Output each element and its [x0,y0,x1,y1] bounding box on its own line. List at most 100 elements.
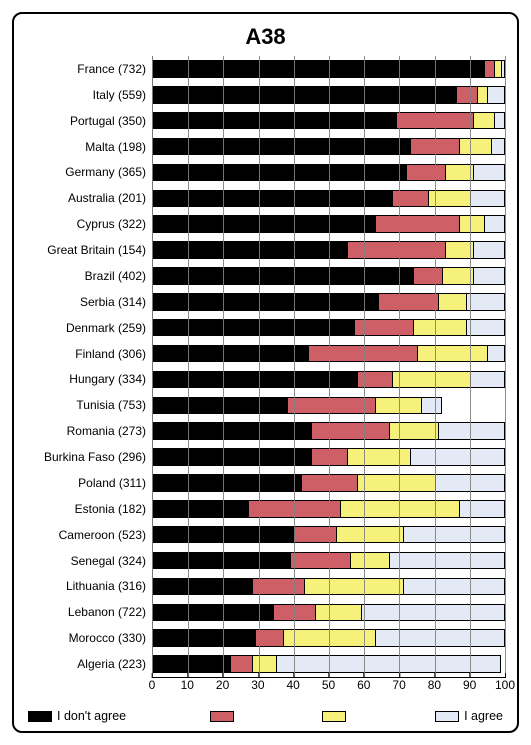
table-row: Poland (311) [26,470,505,496]
bar-segment [459,215,484,233]
bar-segment [153,552,290,570]
bar-segment [456,86,477,104]
row-label: Cyprus (322) [26,217,152,231]
chart-card: A38 France (732)Italy (559)Portugal (350… [12,12,519,733]
stacked-bar [153,345,505,363]
stacked-bar [153,655,505,673]
bar-segment [421,397,442,415]
bar-segment [308,345,417,363]
table-row: Malta (198) [26,134,505,160]
bar-segment [153,578,252,596]
bar-segment [153,371,357,389]
bar-segment [438,293,466,311]
row-label: Senegal (324) [26,554,152,568]
table-row: Lebanon (722) [26,599,505,625]
bar-area [152,392,505,418]
row-label: Tunisia (753) [26,398,152,412]
bar-segment [442,267,474,285]
bar-segment [413,267,441,285]
bar-segment [392,190,427,208]
legend: I don't agree I agree [26,705,505,723]
table-row: Portugal (350) [26,108,505,134]
axis-spacer [26,677,152,705]
bar-segment [473,267,505,285]
bar-segment [375,215,459,233]
stacked-bar [153,319,505,337]
bar-segment [459,138,491,156]
bar-segment [153,112,396,130]
legend-swatch [435,711,459,722]
bar-segment [350,552,389,570]
bar-segment [230,655,251,673]
bar-area [152,289,505,315]
bar-segment [255,629,283,647]
x-tick: 80 [428,678,441,692]
bar-segment [153,422,311,440]
bar-segment [389,422,438,440]
bar-segment [494,112,505,130]
chart-plot: France (732)Italy (559)Portugal (350)Mal… [26,56,505,723]
stacked-bar [153,629,505,647]
bar-segment [445,164,473,182]
bar-area [152,108,505,134]
stacked-bar [153,552,505,570]
row-label: Malta (198) [26,140,152,154]
table-row: Estonia (182) [26,496,505,522]
bar-area [152,82,505,108]
bar-segment [487,345,505,363]
bar-segment [459,500,505,518]
bar-segment [473,164,505,182]
stacked-bar [153,397,505,415]
x-tick: 0 [149,678,156,692]
legend-item [210,709,239,723]
table-row: Senegal (324) [26,548,505,574]
bar-segment [410,448,505,466]
legend-label: I don't agree [57,709,126,723]
table-row: Cameroon (523) [26,522,505,548]
x-ticks: 0102030405060708090100 [152,677,505,705]
bar-segment [466,319,505,337]
bar-segment [276,655,501,673]
bar-segment [494,60,501,78]
row-label: Burkina Faso (296) [26,450,152,464]
bar-segment [153,86,456,104]
bar-segment [487,86,505,104]
stacked-bar [153,241,505,259]
bar-segment [153,319,354,337]
bar-segment [470,190,505,208]
x-axis: 0102030405060708090100 [26,677,505,705]
row-label: Cameroon (523) [26,528,152,542]
x-tick: 90 [463,678,476,692]
bar-area [152,263,505,289]
bar-segment [428,190,470,208]
stacked-bar [153,422,505,440]
bar-segment [413,319,466,337]
stacked-bar [153,112,505,130]
bar-segment [294,526,336,544]
bar-segment [301,474,357,492]
bar-segment [396,112,473,130]
bar-segment [153,190,392,208]
bar-area [152,444,505,470]
bar-segment [389,552,505,570]
table-row: Morocco (330) [26,625,505,651]
stacked-bar [153,526,505,544]
row-label: Morocco (330) [26,631,152,645]
row-label: Great Britain (154) [26,243,152,257]
bar-segment [361,604,505,622]
bar-segment [252,578,305,596]
table-row: Algeria (223) [26,651,505,677]
bar-segment [336,526,403,544]
bar-segment [357,474,434,492]
bar-segment [311,448,346,466]
legend-label: I agree [464,709,503,723]
bar-segment [252,655,277,673]
x-tick: 50 [322,678,335,692]
bar-segment [153,215,375,233]
row-label: Portugal (350) [26,114,152,128]
bar-area [152,56,505,82]
legend-item [322,709,351,723]
row-label: Finland (306) [26,347,152,361]
x-tick: 60 [357,678,370,692]
x-tick: 10 [181,678,194,692]
